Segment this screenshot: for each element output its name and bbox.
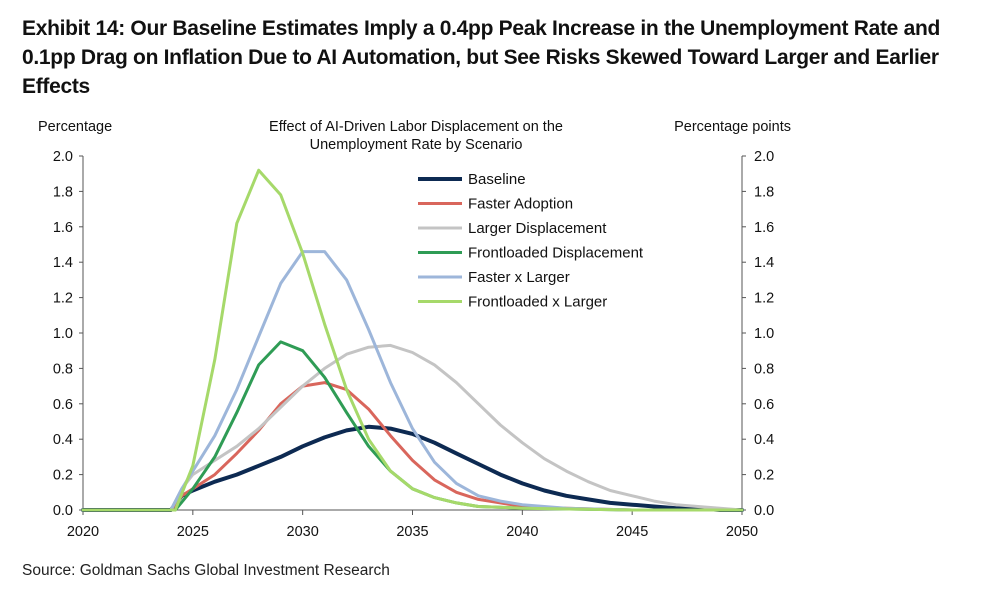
y-tick-label-right: 1.8: [754, 184, 774, 200]
y-tick-label-left: 0.4: [53, 432, 73, 448]
y-tick-label-left: 2.0: [53, 149, 73, 165]
y-tick-label-right: 0.8: [754, 361, 774, 377]
y-axis-label-right: Percentage points: [674, 119, 791, 135]
exhibit-title: Exhibit 14: Our Baseline Estimates Imply…: [22, 17, 941, 98]
chart-series: [81, 168, 744, 512]
y-tick-label-right: 0.6: [754, 397, 774, 413]
x-tick-label: 2025: [177, 524, 209, 540]
y-tick-label-left: 1.6: [53, 220, 73, 236]
x-tick-label: 2045: [616, 524, 648, 540]
y-tick-label-right: 0.0: [754, 503, 774, 519]
series-line: [81, 424, 744, 512]
source-note: Source: Goldman Sachs Global Investment …: [22, 562, 390, 579]
chart-legend: Baseline Faster Adoption Larger Displaceme…: [418, 171, 644, 311]
x-tick-label: 2020: [67, 524, 99, 540]
chart-title-line: Effect of AI-Driven Labor Displacement o…: [269, 119, 563, 135]
y-tick-label-left: 0.2: [53, 468, 73, 484]
series-line: [81, 168, 744, 512]
legend-label: Baseline: [468, 171, 526, 188]
series-line: [81, 250, 744, 512]
legend-label: Larger Displacement: [468, 220, 607, 237]
legend-label: Faster Adoption: [468, 196, 573, 213]
x-tick-label: 2030: [287, 524, 319, 540]
legend-label: Frontloaded x Larger: [468, 294, 607, 311]
legend-label: Faster x Larger: [468, 269, 570, 286]
y-tick-label-left: 0.8: [53, 361, 73, 377]
y-tick-label-left: 0.0: [53, 503, 73, 519]
y-tick-label-right: 1.4: [754, 255, 774, 271]
y-tick-label-right: 0.4: [754, 432, 774, 448]
chart-labels: Percentage Percentage points Effect of AI-…: [38, 119, 791, 153]
y-tick-label-right: 1.2: [754, 291, 774, 307]
series-line: [81, 343, 744, 512]
series-line: [81, 381, 744, 512]
legend-label: Frontloaded Displacement: [468, 245, 644, 262]
x-tick-label: 2035: [396, 524, 428, 540]
y-tick-label-left: 1.4: [53, 255, 73, 271]
y-tick-label-right: 2.0: [754, 149, 774, 165]
y-tick-label-right: 1.6: [754, 220, 774, 236]
y-tick-label-left: 1.8: [53, 184, 73, 200]
y-tick-label-right: 0.2: [754, 468, 774, 484]
x-tick-label: 2040: [506, 524, 538, 540]
y-axis-label-left: Percentage: [38, 119, 112, 135]
y-tick-label-right: 1.0: [754, 326, 774, 342]
y-tick-label-left: 1.2: [53, 291, 73, 307]
x-tick-label: 2050: [726, 524, 758, 540]
chart-axes: 0.0 0.0 0.2 0.2 0.4 0.4 0.6 0.6 0.8 0.8 1.0 1.0 1.2 1…: [53, 149, 774, 540]
y-tick-label-left: 1.0: [53, 326, 73, 342]
y-tick-label-left: 0.6: [53, 397, 73, 413]
chart-title-line: Unemployment Rate by Scenario: [310, 137, 523, 153]
